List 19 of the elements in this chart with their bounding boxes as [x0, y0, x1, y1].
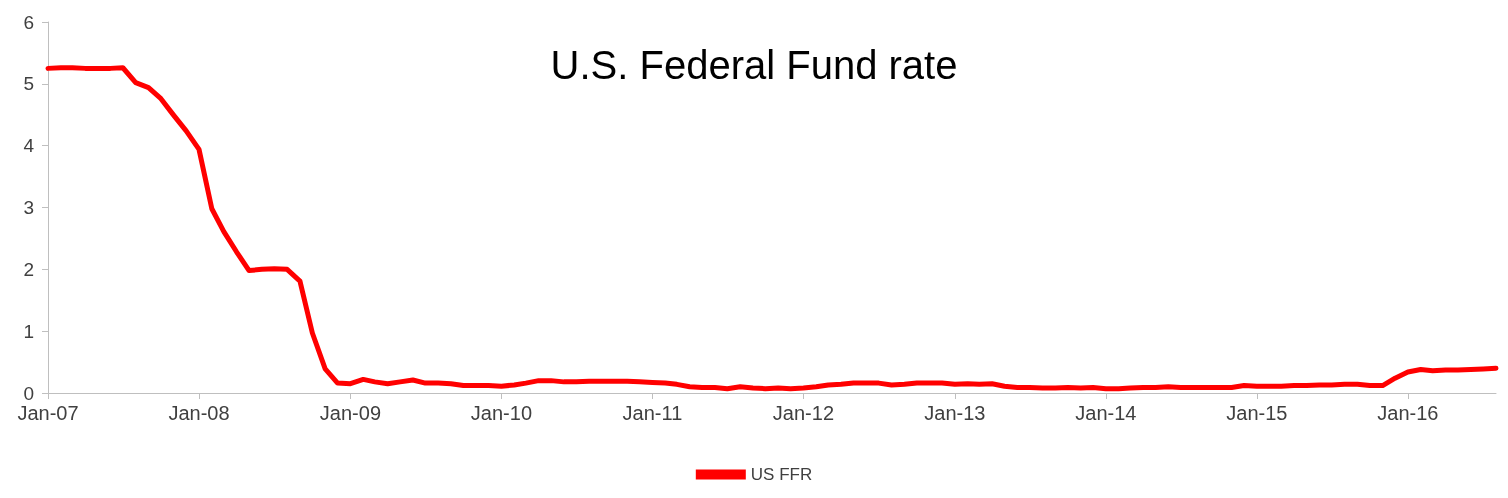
- y-tick-label: 5: [23, 73, 34, 95]
- text: U.S. Federal Fund rate: [550, 43, 958, 87]
- y-tick-label: 1: [23, 320, 34, 342]
- x-tick-label: Jan-15: [1226, 402, 1288, 424]
- x-tick-label: Jan-14: [1075, 402, 1137, 424]
- y-tick-label: 0: [23, 382, 34, 404]
- x-tick-label: Jan-12: [772, 402, 835, 424]
- y-tick-label: 3: [23, 197, 34, 218]
- x-tick-label: Jan-08: [168, 402, 230, 424]
- x-tick-label: Jan-10: [470, 402, 533, 424]
- x-tick-label: Jan-09: [319, 402, 381, 424]
- y-tick-label: 4: [23, 135, 35, 157]
- y-tick-label: 6: [23, 11, 34, 33]
- legend-label: US FFR: [750, 465, 813, 484]
- x-tick-label: Jan-16: [1377, 402, 1439, 424]
- x-tick-label: Jan-13: [924, 402, 986, 424]
- x-tick-label: Jan-07: [17, 402, 79, 424]
- y-tick-label: 2: [23, 258, 34, 280]
- x-tick-label: Jan-11: [622, 402, 683, 424]
